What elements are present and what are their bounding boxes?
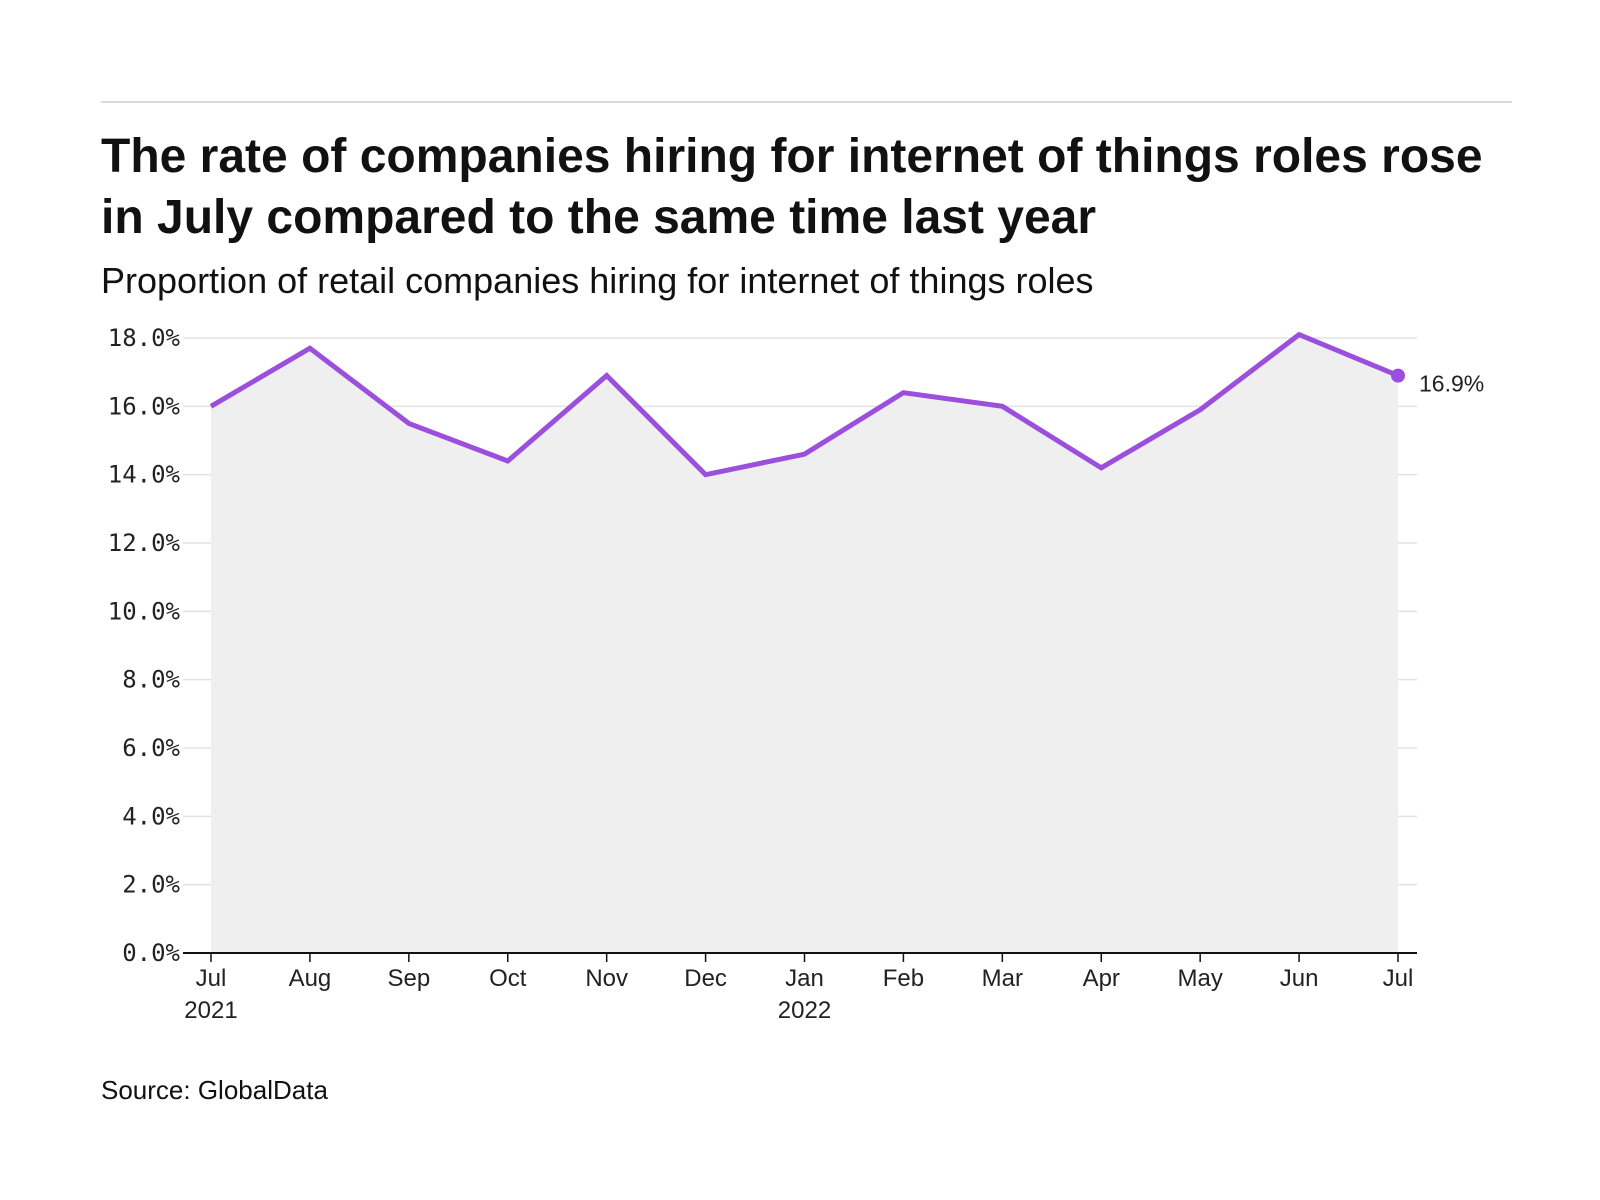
y-tick-label: 0.0% <box>122 939 180 967</box>
x-axis-tick-labels: Jul 2021 Aug Sep Oct Nov Dec Jan 2022 Feb Mar Apr Ma… <box>184 965 1413 1024</box>
series-line <box>209 331 1399 478</box>
y-tick-label: 12.0% <box>108 529 181 557</box>
x-tick-year-label: 2021 <box>184 997 237 1024</box>
chart-title: The rate of companies hiring for interne… <box>101 130 1483 244</box>
data-labels: 16.9% <box>1419 371 1484 397</box>
x-tick-label: Sep <box>387 965 430 992</box>
x-tick-label: Jun <box>1280 965 1319 992</box>
x-tick-label: Aug <box>289 965 332 992</box>
series-area <box>211 334 1398 953</box>
x-tick-label: May <box>1177 965 1222 992</box>
end-value-label: 16.9% <box>1419 371 1484 397</box>
y-tick-label: 6.0% <box>122 734 180 762</box>
series-line-layer <box>209 331 1405 478</box>
axes <box>183 952 1417 962</box>
y-tick-label: 8.0% <box>122 666 180 694</box>
x-tick-label: Mar <box>982 965 1023 992</box>
y-tick-label: 4.0% <box>122 802 180 830</box>
x-tick-year-label: 2022 <box>778 997 831 1024</box>
x-tick-label: Dec <box>684 965 727 992</box>
chart-subtitle: Proportion of retail companies hiring fo… <box>101 260 1094 301</box>
y-tick-label: 18.0% <box>108 324 181 352</box>
x-tick-label: Jan <box>785 965 824 992</box>
x-tick-label: Jul <box>196 965 227 992</box>
x-tick-label: Jul <box>1383 965 1414 992</box>
x-tick-label: Nov <box>585 965 628 992</box>
source-note: Source: GlobalData <box>101 1075 328 1105</box>
y-tick-label: 14.0% <box>108 461 181 489</box>
x-tick-label: Feb <box>883 965 924 992</box>
area-fill-layer <box>211 334 1398 953</box>
x-tick-label: Apr <box>1083 965 1120 992</box>
top-divider <box>101 101 1512 103</box>
y-tick-label: 16.0% <box>108 392 181 420</box>
y-tick-label: 2.0% <box>122 871 180 899</box>
y-axis-tick-labels: 0.0% 2.0% 4.0% 6.0% 8.0% 10.0% 12.0% 14.0% 16.0%… <box>108 324 181 967</box>
y-tick-label: 10.0% <box>108 597 181 625</box>
end-point-marker <box>1391 368 1405 383</box>
x-tick-label: Oct <box>489 965 527 992</box>
